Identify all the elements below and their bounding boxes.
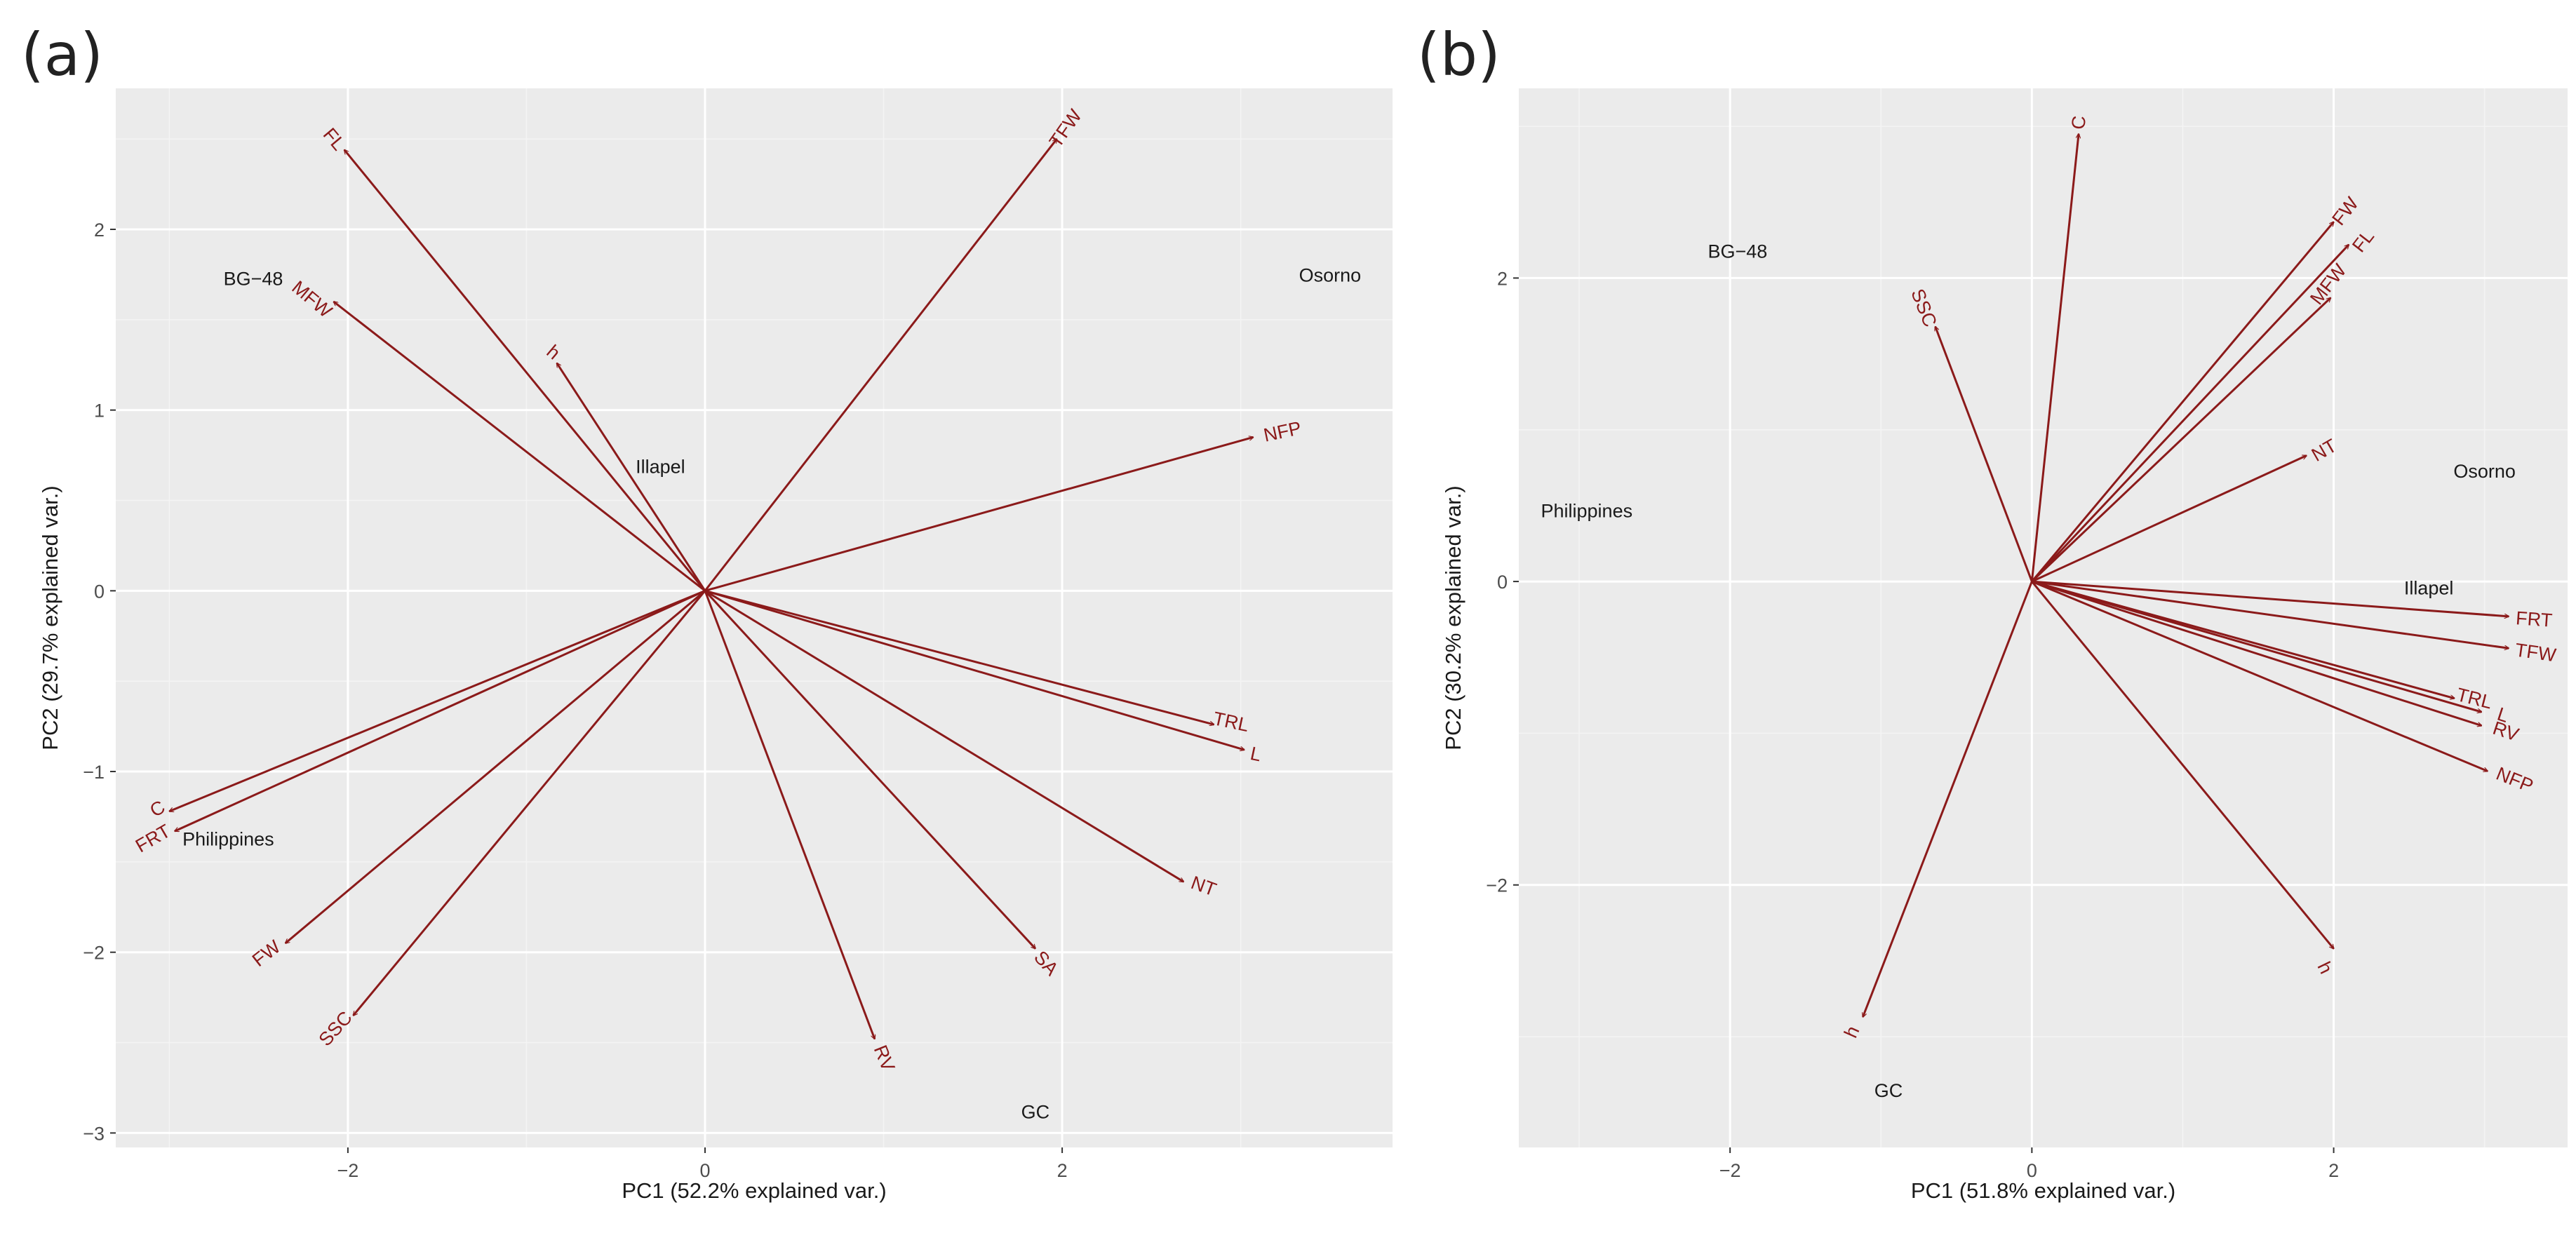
y-tick-label: 1 <box>94 400 105 422</box>
loading-arrow <box>2031 298 2330 583</box>
x-tick-label: 0 <box>2027 1160 2037 1181</box>
loading-arrow <box>2030 134 2079 582</box>
observation-label: Illapel <box>2404 578 2454 599</box>
biplot-panel-a: −2 0 2 −3 −2 −1 0 1 2 PC1 (52.2% explained var.) P… <box>38 88 1393 1203</box>
loading-arrow <box>704 590 1183 883</box>
panel-b-label: (b) <box>1417 20 1501 89</box>
x-tick-label: 2 <box>2328 1160 2339 1181</box>
loading-label: FRT <box>2515 607 2553 631</box>
y-tick-label: −2 <box>83 943 105 964</box>
y-tick-label: 0 <box>1497 572 1508 593</box>
observation-label: BG−48 <box>224 269 283 290</box>
biplot-panel-b: −2 0 2 −2 0 2 PC1 (51.8% explained var.) PC2 (3… <box>1441 88 2568 1203</box>
loading-arrow <box>556 363 706 592</box>
loading-arrow <box>1936 327 2033 582</box>
loading-arrow <box>704 139 1056 592</box>
y-tick-label: −3 <box>83 1123 105 1144</box>
observation-label: GC <box>1021 1101 1050 1122</box>
observation-label: GC <box>1874 1080 1903 1101</box>
plot-background <box>1519 88 2568 1147</box>
loading-arrow <box>2031 222 2333 583</box>
y-tick-label: 0 <box>94 581 105 602</box>
y-tick-label: 2 <box>1497 268 1508 289</box>
loading-arrow <box>704 590 1035 948</box>
x-tick-label: −2 <box>1719 1160 1741 1181</box>
x-tick-label: −2 <box>337 1160 359 1181</box>
loading-arrow <box>704 589 1245 750</box>
loading-arrow <box>2031 580 2481 726</box>
y-axis-title: PC2 (29.7% explained var.) <box>38 485 62 750</box>
observation-label: Osorno <box>2453 461 2516 482</box>
x-tick-label: 0 <box>699 1160 710 1181</box>
loading-arrow <box>704 590 875 1039</box>
loading-arrow <box>286 590 706 943</box>
loading-arrow <box>2031 245 2349 583</box>
loading-arrow <box>1863 581 2033 1017</box>
plot-background <box>116 88 1393 1147</box>
y-axis-title: PC2 (30.2% explained var.) <box>1441 485 1465 750</box>
loading-arrow <box>2031 580 2488 772</box>
loading-label: L <box>1249 743 1263 765</box>
observation-label: Osorno <box>1299 264 1362 285</box>
loading-arrow <box>2031 580 2481 712</box>
loading-arrow <box>2032 580 2509 616</box>
panel-a-label: (a) <box>21 20 104 89</box>
loading-arrow <box>704 437 1253 592</box>
observation-label: BG−48 <box>1708 241 1768 262</box>
loading-arrow <box>175 589 706 833</box>
loading-arrow <box>2031 454 2306 583</box>
y-tick-label: −2 <box>1486 875 1508 896</box>
loading-arrow <box>344 150 706 592</box>
loading-arrow <box>169 589 706 811</box>
loading-arrow <box>2031 581 2333 949</box>
x-tick-label: 2 <box>1057 1160 1068 1181</box>
x-axis-title: PC1 (52.2% explained var.) <box>622 1178 886 1203</box>
loading-arrow <box>704 589 1214 725</box>
loading-arrow <box>334 302 706 592</box>
observation-label: Philippines <box>182 828 274 849</box>
observation-label: Illapel <box>636 457 685 478</box>
x-axis-title: PC1 (51.8% explained var.) <box>1911 1178 2175 1203</box>
y-tick-label: 2 <box>94 220 105 241</box>
loading-arrow <box>354 590 706 1016</box>
y-tick-label: −1 <box>83 762 105 783</box>
loading-label: C <box>2067 115 2090 130</box>
observation-label: Philippines <box>1541 500 1633 521</box>
loading-arrow <box>2032 580 2509 648</box>
